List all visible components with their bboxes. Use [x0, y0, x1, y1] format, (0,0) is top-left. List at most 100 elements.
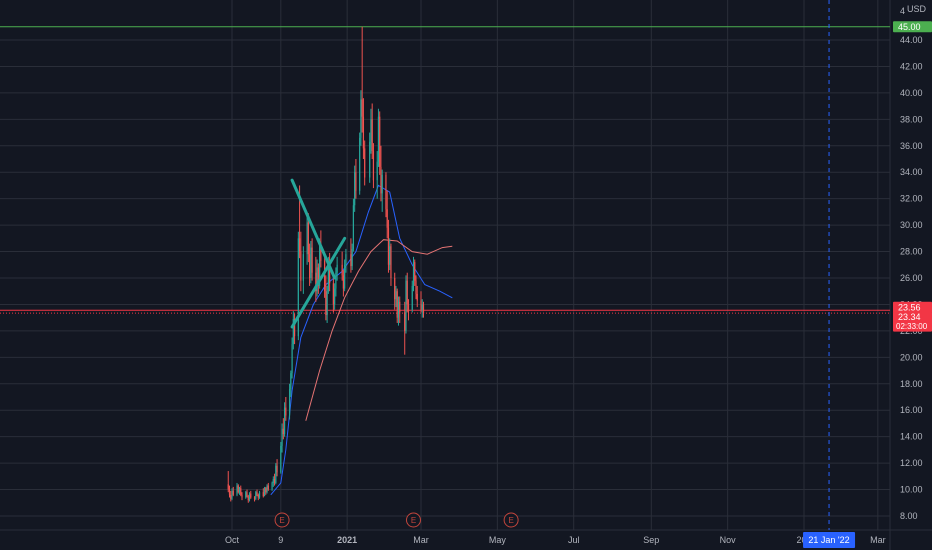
candle[interactable] [246, 489, 248, 498]
candle[interactable] [272, 476, 274, 487]
candle[interactable] [354, 165, 356, 212]
trendline-drawing[interactable] [290, 236, 347, 329]
earnings-marker[interactable]: E [503, 512, 519, 528]
earnings-marker[interactable]: E [274, 512, 290, 528]
candle[interactable] [307, 213, 309, 263]
candle[interactable] [362, 98, 365, 159]
candle[interactable] [273, 473, 276, 486]
candle[interactable] [422, 301, 425, 318]
candle[interactable] [371, 103, 373, 159]
candle[interactable] [386, 190, 388, 239]
candle[interactable] [283, 402, 286, 437]
candle[interactable] [232, 486, 234, 497]
candle[interactable] [309, 243, 311, 286]
candle[interactable] [416, 285, 418, 308]
earnings-marker[interactable]: E [405, 512, 421, 528]
candle[interactable] [316, 259, 318, 297]
candle[interactable] [396, 288, 398, 323]
candle[interactable] [285, 397, 287, 421]
candle[interactable] [248, 492, 251, 502]
candle[interactable] [364, 140, 366, 186]
candle[interactable] [247, 494, 249, 503]
candle[interactable] [336, 256, 338, 281]
candle[interactable] [377, 108, 380, 167]
candle[interactable] [288, 383, 291, 420]
candle[interactable] [228, 485, 231, 498]
candle[interactable] [230, 490, 232, 502]
candle[interactable] [275, 463, 277, 485]
candle[interactable] [387, 219, 390, 273]
candle[interactable] [263, 486, 266, 497]
candle[interactable] [381, 169, 383, 212]
candle[interactable] [306, 214, 308, 265]
candle[interactable] [351, 243, 353, 271]
candle[interactable] [302, 246, 304, 294]
candle[interactable] [379, 111, 381, 175]
candle[interactable] [421, 299, 423, 318]
candle[interactable] [292, 311, 294, 350]
candle[interactable] [407, 299, 410, 321]
candle[interactable] [291, 337, 293, 379]
candle[interactable] [240, 485, 242, 497]
candle[interactable] [310, 240, 312, 284]
candle[interactable] [394, 272, 396, 310]
candle[interactable] [412, 256, 415, 292]
candle[interactable] [237, 484, 239, 494]
candle[interactable] [405, 275, 407, 334]
candle[interactable] [256, 489, 258, 497]
candle[interactable] [399, 296, 401, 323]
candle[interactable] [282, 418, 284, 440]
candle[interactable] [395, 285, 397, 308]
candle[interactable] [335, 267, 337, 297]
candle[interactable] [350, 238, 352, 273]
candle[interactable] [257, 493, 259, 501]
candle[interactable] [359, 132, 361, 195]
candle[interactable] [380, 145, 382, 202]
candle[interactable] [324, 254, 326, 298]
candle[interactable] [317, 263, 319, 294]
candle[interactable] [389, 238, 391, 271]
candle[interactable] [250, 490, 252, 499]
candle[interactable] [397, 296, 400, 326]
time-axis[interactable]: Oct92021MarMayJulSepNov202Mar21 Jan '22 [225, 532, 886, 548]
candle[interactable] [297, 231, 299, 341]
candle[interactable] [276, 459, 278, 477]
candle[interactable] [385, 172, 387, 218]
candle[interactable] [345, 248, 347, 273]
candle[interactable] [404, 301, 406, 355]
candle[interactable] [311, 238, 313, 281]
candle[interactable] [245, 490, 247, 499]
candle[interactable] [329, 252, 331, 292]
candle[interactable] [390, 243, 392, 286]
candle[interactable] [271, 481, 273, 491]
candle[interactable] [267, 482, 269, 491]
candle[interactable] [290, 370, 292, 397]
candle[interactable] [414, 259, 416, 286]
candle[interactable] [280, 441, 282, 474]
candle[interactable] [325, 275, 327, 321]
candle[interactable] [415, 275, 417, 300]
candle[interactable] [332, 275, 334, 313]
candle[interactable] [265, 486, 267, 495]
candle[interactable] [241, 492, 243, 501]
candle[interactable] [369, 132, 371, 183]
candle[interactable] [300, 231, 302, 292]
candle[interactable] [344, 259, 346, 292]
candle[interactable] [361, 26, 363, 133]
candle[interactable] [406, 272, 408, 313]
price-axis[interactable]: 8.0010.0012.0014.0016.0018.0020.0022.002… [893, 4, 932, 521]
candle[interactable] [315, 256, 317, 302]
candle[interactable] [342, 270, 344, 297]
candle[interactable] [281, 423, 283, 453]
trendline-drawing[interactable] [290, 178, 337, 280]
candle[interactable] [341, 251, 343, 281]
candle[interactable] [372, 143, 375, 189]
candle[interactable] [236, 482, 238, 497]
candle[interactable] [360, 90, 362, 146]
candle[interactable] [334, 283, 336, 310]
candle[interactable] [238, 486, 241, 495]
candle[interactable] [411, 280, 413, 313]
moving-average-line[interactable] [305, 239, 453, 421]
